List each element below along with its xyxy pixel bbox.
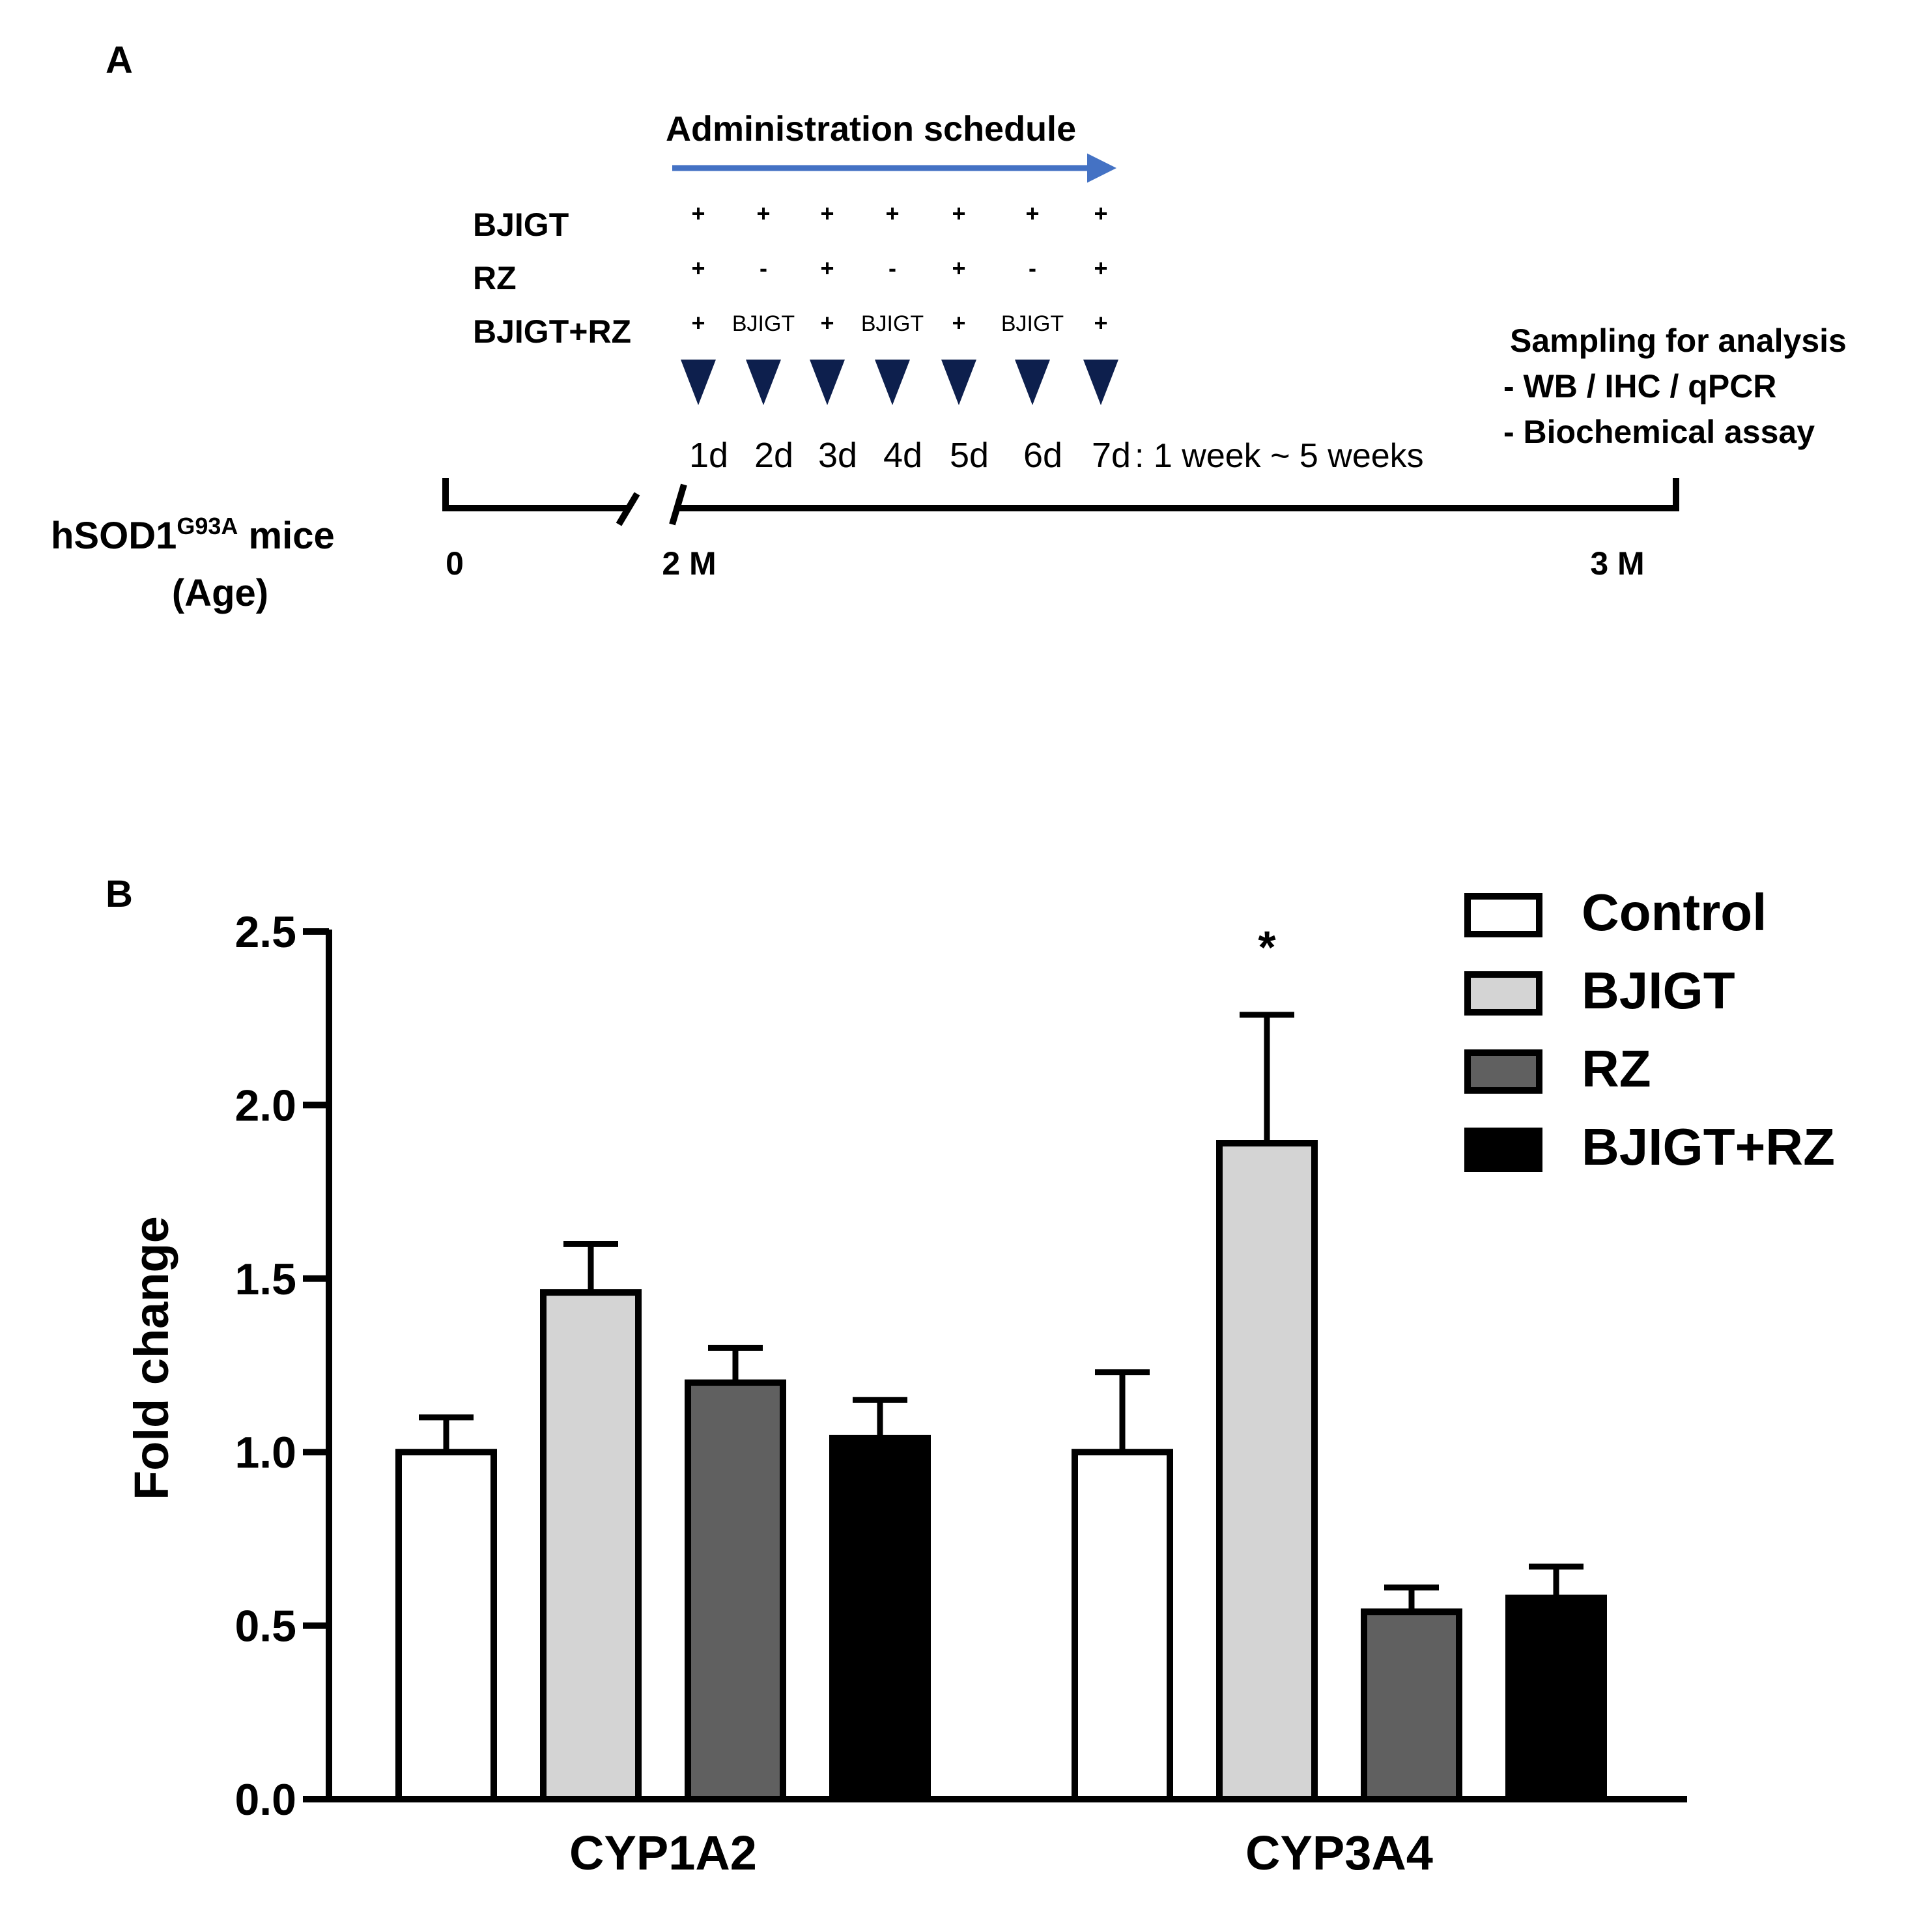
schedule-mark: + <box>1094 200 1107 227</box>
day-labels: 1d 2d 3d 4d 5d 6d 7d <box>689 436 1131 475</box>
bar <box>685 1379 786 1802</box>
schedule-mark: + <box>1094 309 1107 336</box>
mice-suffix: mice <box>238 515 334 557</box>
y-tick-label: 1.0 <box>234 1428 296 1477</box>
legend-label: BJIGT <box>1582 961 1735 1019</box>
sampling-title: Sampling for analysis <box>1510 322 1847 359</box>
y-tick-label: 2.5 <box>234 907 296 957</box>
schedule-mark: + <box>820 309 834 336</box>
dose-triangle <box>681 360 716 405</box>
day-label: 5d <box>950 436 989 475</box>
schedule-mark: + <box>756 200 770 227</box>
sampling-item: - Biochemical assay <box>1503 414 1815 450</box>
y-tick-label: 2.0 <box>234 1081 296 1130</box>
dose-triangle <box>1083 360 1118 405</box>
schedule-mark: + <box>820 255 834 281</box>
schedule-mark: + <box>691 255 705 281</box>
schedule-mark: + <box>952 255 965 281</box>
legend-swatch <box>1464 1049 1542 1094</box>
dose-triangles <box>681 360 1118 405</box>
significance-marker: * <box>1258 922 1276 973</box>
day-label: 2d <box>754 436 793 475</box>
day-label: 1d <box>689 436 728 475</box>
sampling-item: - WB / IHC / qPCR <box>1503 368 1776 405</box>
group-label-rz: RZ <box>473 260 517 296</box>
dose-triangle <box>875 360 910 405</box>
y-tick-label: 0.5 <box>234 1602 296 1651</box>
y-tick-label: 0.0 <box>234 1775 296 1825</box>
timeline <box>442 478 1679 526</box>
schedule-mark: + <box>691 309 705 336</box>
bar <box>1505 1594 1607 1803</box>
dose-triangle <box>941 360 976 405</box>
dose-triangle <box>1015 360 1050 405</box>
panel-a: A Administration schedule BJIGT RZ BJIGT… <box>51 39 1847 614</box>
legend-label: Control <box>1582 883 1767 941</box>
dose-triangle <box>746 360 781 405</box>
schedule-mark: - <box>1029 255 1036 281</box>
legend-swatch <box>1464 1128 1542 1172</box>
group-label-bjigt: BJIGT <box>473 206 569 243</box>
schedule-mark: BJIGT <box>861 311 924 336</box>
bar <box>395 1449 497 1802</box>
x-category-label: CYP3A4 <box>1245 1826 1433 1880</box>
timeline-tick-label: 2 M <box>662 545 716 582</box>
schedule-mark: - <box>888 255 896 281</box>
mice-label: hSOD1G93A mice <box>51 513 335 557</box>
legend: Control BJIGT RZ BJIGT+RZ <box>1464 883 1835 1176</box>
age-label: (Age) <box>172 572 268 614</box>
timeline-tick-label: 3 M <box>1590 545 1644 582</box>
schedule-mark: + <box>1025 200 1039 227</box>
day-label: 7d <box>1092 436 1131 475</box>
x-category-label: CYP1A2 <box>569 1826 757 1880</box>
schedule-mark: + <box>952 309 965 336</box>
schedule-mark: + <box>691 200 705 227</box>
bar <box>1216 1140 1318 1803</box>
schedule-mark: BJIGT <box>1001 311 1064 336</box>
bar <box>1361 1608 1462 1803</box>
legend-label: RZ <box>1582 1040 1651 1098</box>
y-axis-label: Fold change <box>124 1216 178 1500</box>
schedule-mark: + <box>952 200 965 227</box>
schedule-mark: - <box>760 255 767 281</box>
group-label-bjigt-rz: BJIGT+RZ <box>473 313 631 350</box>
panel-b-label: B <box>106 873 133 915</box>
mice-superscript: G93A <box>177 513 238 539</box>
schedule-mark: + <box>1094 255 1107 281</box>
schedule-title: Administration schedule <box>666 109 1076 149</box>
timeline-break-mark <box>669 483 687 526</box>
duration-label: : 1 week ~ 5 weeks <box>1135 437 1424 475</box>
bar <box>1072 1449 1173 1802</box>
panel-b: B Fold change 0.0 0.5 1.0 1.5 2.0 2.5 CYP1A2 CY… <box>106 873 1835 1880</box>
bar <box>540 1289 642 1803</box>
y-tick-label: 1.5 <box>234 1255 296 1304</box>
day-label: 6d <box>1023 436 1062 475</box>
dose-triangle <box>810 360 845 405</box>
day-label: 3d <box>818 436 857 475</box>
day-label: 4d <box>883 436 922 475</box>
panel-a-label: A <box>106 39 133 81</box>
timeline-break-mark <box>616 492 640 526</box>
schedule-marks: + + + + + + + + - + - + - + + BJIGT + BJIGT + BJIGT + <box>691 200 1107 336</box>
legend-swatch <box>1464 893 1542 937</box>
schedule-mark: + <box>885 200 899 227</box>
chart-plot: 0.0 0.5 1.0 1.5 2.0 2.5 CYP1A2 CYP3A4 * <box>234 907 1687 1880</box>
timeline-tick-label: 0 <box>446 545 464 582</box>
schedule-mark: + <box>820 200 834 227</box>
legend-label: BJIGT+RZ <box>1582 1118 1835 1176</box>
bar <box>829 1434 931 1802</box>
schedule-mark: BJIGT <box>732 311 795 336</box>
legend-swatch <box>1464 971 1542 1016</box>
